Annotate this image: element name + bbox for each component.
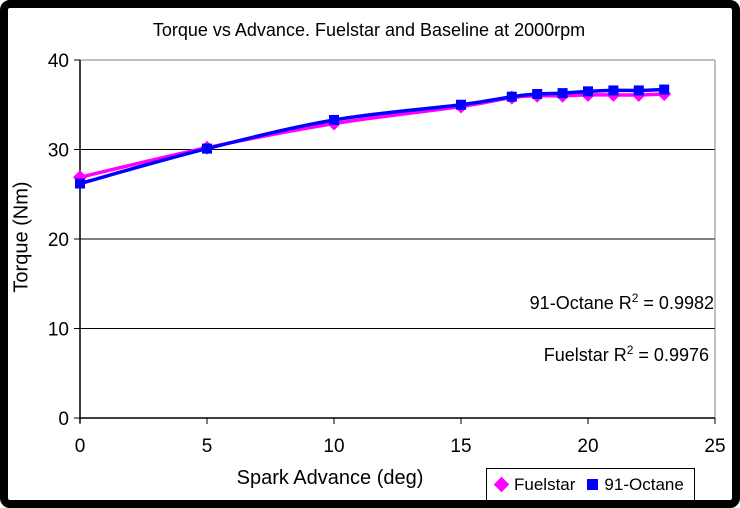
svg-text:40: 40 — [48, 51, 69, 72]
annotation-text: = 0.9976 — [633, 345, 709, 365]
legend-label-fuelstar: Fuelstar — [514, 474, 576, 494]
legend: Fuelstar 91-Octane — [486, 468, 695, 501]
annotation-text: = 0.9982 — [638, 293, 714, 313]
fuelstar-diamond-icon — [493, 476, 510, 493]
annotation-superscript: 2 — [626, 343, 634, 357]
svg-text:10: 10 — [48, 320, 69, 341]
svg-text:0: 0 — [75, 436, 86, 457]
svg-text:0: 0 — [58, 409, 69, 430]
svg-text:20: 20 — [577, 436, 598, 457]
y-axis-title: Torque (Nm) — [10, 181, 33, 293]
svg-text:30: 30 — [48, 141, 69, 162]
annotation-text: Fuelstar R — [543, 345, 627, 365]
chart-title: Torque vs Advance. Fuelstar and Baseline… — [152, 20, 586, 40]
svg-text:20: 20 — [48, 230, 69, 251]
svg-text:5: 5 — [202, 436, 213, 457]
x-axis-title: Spark Advance (deg) — [236, 467, 424, 489]
annotation-superscript: 2 — [631, 291, 639, 305]
r-squared-annotation-fuelstar: Fuelstar R2 = 0.9976 — [544, 343, 709, 366]
annotation-text: 91-Octane R — [529, 293, 632, 313]
svg-text:25: 25 — [704, 436, 725, 457]
r-squared-annotation-91-octane: 91-Octane R2 = 0.9982 — [530, 291, 714, 314]
svg-text:10: 10 — [323, 436, 344, 457]
svg-text:15: 15 — [450, 436, 471, 457]
legend-label-91-octane: 91-Octane — [604, 474, 684, 494]
91-octane-square-icon — [587, 479, 599, 490]
